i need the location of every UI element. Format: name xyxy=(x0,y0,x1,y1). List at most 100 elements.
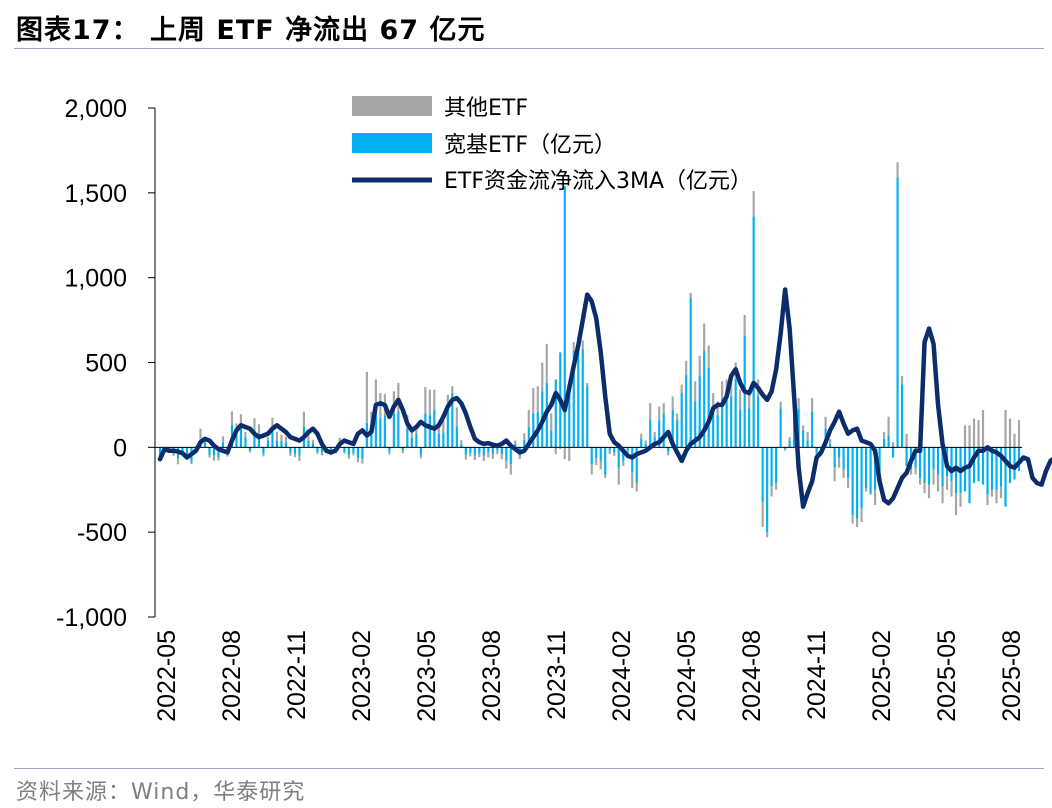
bar-broad-etf xyxy=(874,447,877,490)
bar-broad-etf xyxy=(392,413,395,448)
bar-broad-etf xyxy=(748,408,751,448)
bar-broad-etf xyxy=(631,447,634,473)
bar-other-etf xyxy=(833,467,836,482)
y-tick-label: 0 xyxy=(113,434,127,462)
bar-other-etf xyxy=(410,429,413,438)
bar-broad-etf xyxy=(649,420,652,448)
bar-other-etf xyxy=(775,482,778,490)
bar-other-etf xyxy=(460,439,463,445)
bar-other-etf xyxy=(694,381,697,402)
bar-broad-etf xyxy=(352,447,355,453)
bar-other-etf xyxy=(316,452,319,454)
bar-other-etf xyxy=(532,387,535,414)
bar-other-etf xyxy=(248,450,252,453)
bar-other-etf xyxy=(208,454,211,458)
bar-other-etf xyxy=(761,501,764,528)
bar-broad-etf xyxy=(968,447,971,504)
bar-other-etf xyxy=(613,452,616,456)
bar-other-etf xyxy=(568,447,571,461)
bar-other-etf xyxy=(968,425,971,448)
bar-broad-etf xyxy=(883,438,886,448)
bar-other-etf xyxy=(779,401,782,409)
bar-other-etf xyxy=(981,410,985,448)
bar-other-etf xyxy=(271,417,274,427)
bar-broad-etf xyxy=(311,443,314,448)
bar-other-etf xyxy=(860,508,863,522)
bar-broad-etf xyxy=(257,433,261,448)
bar-other-etf xyxy=(923,482,926,494)
bar-broad-etf xyxy=(999,447,1003,487)
source-note: 资料来源：Wind，华泰研究 xyxy=(16,780,306,805)
bar-broad-etf xyxy=(253,430,256,448)
bars-group xyxy=(158,162,1021,538)
bar-other-etf xyxy=(244,432,247,438)
bar-other-etf xyxy=(703,323,706,351)
bar-broad-etf xyxy=(878,447,881,472)
bar-other-etf xyxy=(689,292,692,299)
bar-other-etf xyxy=(680,384,683,394)
bar-broad-etf xyxy=(401,447,404,451)
bar-broad-etf xyxy=(730,396,733,448)
bar-broad-etf xyxy=(613,447,616,453)
x-axis-ticks: 2022-05 2022-08 2022-11 2023-02 2023-05 2023-… xyxy=(153,630,1026,722)
title-divider xyxy=(14,48,1044,49)
bar-broad-etf xyxy=(923,447,926,483)
bar-broad-etf xyxy=(460,444,463,448)
bar-other-etf xyxy=(653,432,656,438)
bar-broad-etf xyxy=(289,447,292,453)
bar-broad-etf xyxy=(936,447,940,475)
bar-other-etf xyxy=(676,413,679,421)
bar-broad-etf xyxy=(833,447,836,468)
series-line-3ma xyxy=(157,287,1052,509)
bar-broad-etf xyxy=(644,443,647,448)
y-axis-tick-marks xyxy=(148,107,155,618)
bar-broad-etf xyxy=(635,447,638,483)
bar-other-etf xyxy=(900,376,904,385)
bar-other-etf xyxy=(491,453,494,459)
bar-broad-etf xyxy=(482,447,485,456)
bar-other-etf xyxy=(487,452,490,458)
y-tick-label: -500 xyxy=(77,519,127,547)
bar-other-etf xyxy=(275,432,279,441)
bar-broad-etf xyxy=(455,426,458,448)
bar-other-etf xyxy=(554,447,557,455)
y-tick-label: 1,500 xyxy=(64,180,127,208)
bar-other-etf xyxy=(644,440,647,444)
bar-broad-etf xyxy=(905,447,908,466)
bar-broad-etf xyxy=(671,410,674,448)
bar-other-etf xyxy=(698,355,701,377)
bar-other-etf xyxy=(424,387,427,414)
bar-other-etf xyxy=(595,458,598,466)
bar-other-etf xyxy=(536,386,539,412)
bar-broad-etf xyxy=(356,447,359,458)
bar-broad-etf xyxy=(977,447,980,482)
bar-other-etf xyxy=(748,394,751,409)
bar-other-etf xyxy=(581,340,584,349)
bar-broad-etf xyxy=(563,186,566,448)
x-tick-label: 2023-05 xyxy=(413,630,441,722)
bar-broad-etf xyxy=(734,379,737,448)
bar-broad-etf xyxy=(900,384,904,448)
bar-other-etf xyxy=(811,398,814,412)
bar-other-etf xyxy=(212,455,216,461)
bar-broad-etf xyxy=(712,404,715,448)
bar-other-etf xyxy=(649,403,652,421)
bar-other-etf xyxy=(343,451,346,454)
bar-other-etf xyxy=(226,454,229,457)
x-tick-label: 2022-05 xyxy=(153,630,181,722)
bar-other-etf xyxy=(451,386,454,394)
bar-broad-etf xyxy=(851,447,854,516)
bar-broad-etf xyxy=(424,413,427,448)
bar-other-etf xyxy=(284,436,288,443)
bar-other-etf xyxy=(959,493,962,507)
bar-broad-etf xyxy=(761,447,764,502)
bar-broad-etf xyxy=(626,447,629,451)
x-tick-label: 2022-08 xyxy=(218,630,246,722)
bar-other-etf xyxy=(721,381,724,399)
bar-broad-etf xyxy=(406,428,409,448)
y-tick-label: 500 xyxy=(85,350,127,378)
bar-broad-etf xyxy=(689,298,692,448)
bar-other-etf xyxy=(266,437,270,441)
bar-broad-etf xyxy=(891,447,895,458)
